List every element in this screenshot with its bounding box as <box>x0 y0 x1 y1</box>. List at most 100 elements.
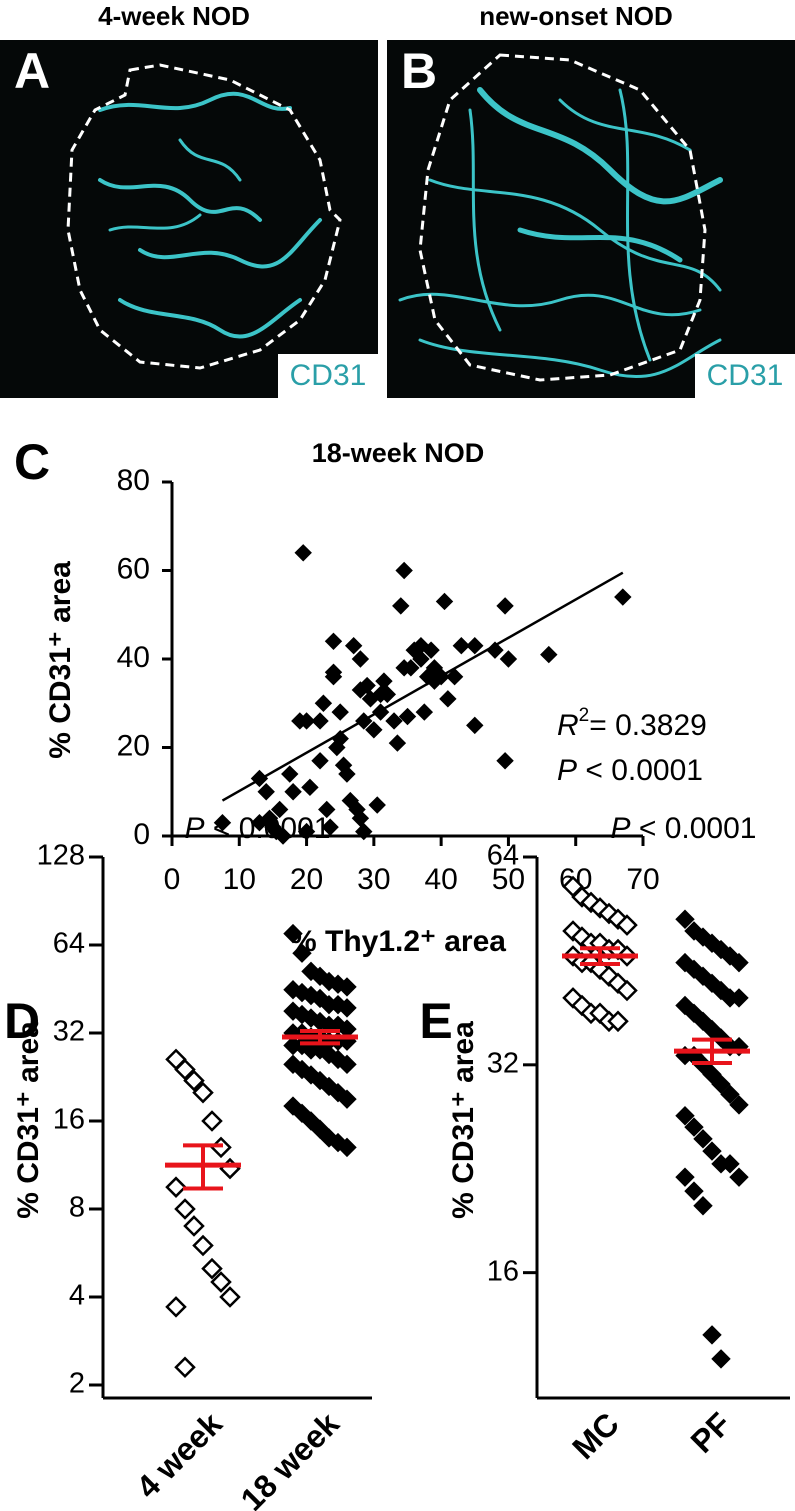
point <box>466 637 484 655</box>
point <box>496 597 514 615</box>
point <box>274 827 292 845</box>
point <box>338 765 356 783</box>
vessels-b <box>398 87 723 379</box>
point <box>284 783 302 801</box>
stain-box <box>695 354 795 398</box>
point <box>192 1081 214 1104</box>
y-tick-label: 128 <box>37 840 85 872</box>
y-tick-label: 40 <box>117 641 150 674</box>
micrograph-a <box>0 40 378 398</box>
point <box>192 1234 214 1257</box>
point <box>486 641 504 659</box>
point <box>331 729 349 748</box>
point <box>616 979 638 1002</box>
y-tick-label: 60 <box>117 552 150 585</box>
point <box>395 561 413 580</box>
panel-letter: A <box>14 43 50 99</box>
point <box>378 685 397 704</box>
point <box>398 707 417 726</box>
vessels-a <box>98 91 322 339</box>
error-bar <box>300 1029 340 1046</box>
point <box>675 1106 695 1126</box>
point <box>368 796 386 814</box>
point <box>675 909 695 929</box>
point <box>729 1095 749 1115</box>
point <box>693 1196 713 1216</box>
point <box>183 1069 205 1092</box>
point <box>165 1296 187 1318</box>
y-tick-label: 80 <box>117 464 150 497</box>
point <box>250 769 269 788</box>
y-tick-label: 16 <box>53 1104 85 1136</box>
error-bar <box>580 946 620 966</box>
panel-title: 4-week NOD <box>98 1 250 31</box>
point <box>392 597 410 615</box>
point <box>675 1167 695 1187</box>
point <box>684 1181 704 1201</box>
panel-title: new-onset NOD <box>479 1 673 31</box>
point <box>281 765 299 783</box>
y-tick-label: 16 <box>487 1255 519 1287</box>
y-tick-label: 4 <box>69 1280 85 1312</box>
point <box>607 908 629 931</box>
x-tick-label: MC <box>565 1405 626 1466</box>
x-tick-label: 4 week <box>129 1405 229 1505</box>
point <box>571 926 593 948</box>
point <box>720 1084 740 1105</box>
islet-outline-a <box>66 63 342 370</box>
point <box>311 752 329 770</box>
y-tick-label: 32 <box>53 1016 85 1048</box>
point <box>675 952 695 973</box>
point <box>729 952 749 973</box>
x-tick-label: 10 <box>223 863 256 896</box>
point <box>684 1117 704 1137</box>
point <box>452 637 471 655</box>
point <box>337 998 357 1018</box>
point <box>301 1065 321 1085</box>
annotation: P < 0.0001 <box>611 812 757 845</box>
point <box>174 1198 196 1220</box>
text-part: < 0.0001 <box>631 812 757 845</box>
point <box>201 1110 223 1132</box>
point <box>318 800 336 819</box>
y-axis-label: % CD31⁺ area <box>44 561 77 759</box>
x-tick-label: 0 <box>164 863 181 896</box>
error-bar <box>692 1037 732 1065</box>
y-tick-label: 64 <box>487 840 519 872</box>
point <box>720 946 740 966</box>
panel-letter: E <box>419 993 452 1049</box>
point <box>702 1325 722 1345</box>
point <box>371 703 390 721</box>
point <box>283 923 303 944</box>
y-tick-label: 0 <box>133 818 150 851</box>
point <box>301 778 319 797</box>
text-part: P <box>185 812 205 845</box>
point <box>693 1011 713 1032</box>
point <box>693 927 713 947</box>
stain-label: CD31 <box>707 359 784 392</box>
point <box>711 939 731 960</box>
annotation: P < 0.0001 <box>557 754 703 787</box>
stain-box <box>278 354 378 398</box>
point <box>729 1167 749 1187</box>
point <box>607 1010 629 1033</box>
point <box>213 814 232 832</box>
y-axis-label: % CD31⁺ area <box>447 1021 480 1219</box>
point <box>319 1076 339 1097</box>
point <box>693 1129 713 1149</box>
error-bar <box>183 1143 223 1191</box>
point <box>331 703 349 721</box>
text-part: R <box>557 709 579 742</box>
text-part: P <box>557 754 577 787</box>
y-tick-label: 64 <box>53 928 85 960</box>
point <box>294 544 312 562</box>
y-tick-label: 8 <box>69 1192 85 1224</box>
point <box>439 690 457 708</box>
text-part: 2 <box>579 705 590 726</box>
point <box>422 641 440 659</box>
point <box>165 1176 187 1198</box>
point <box>297 822 316 841</box>
point <box>614 588 632 606</box>
